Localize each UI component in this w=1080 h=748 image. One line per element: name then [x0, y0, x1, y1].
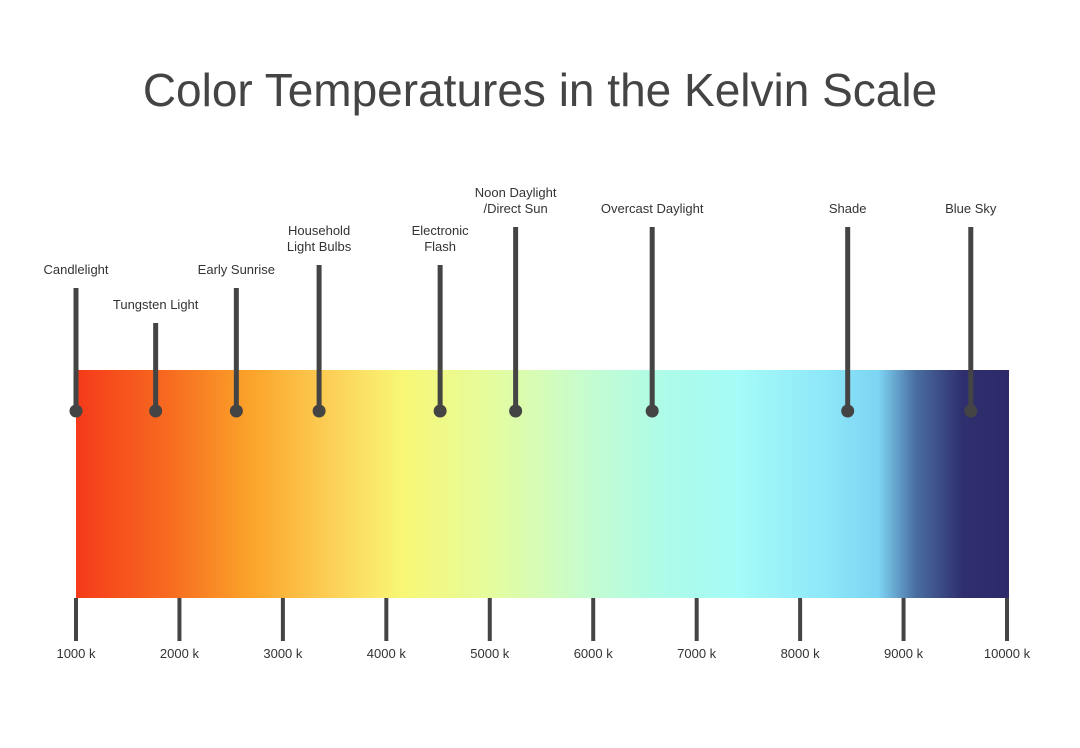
x-tick-label: 7000 k [677, 646, 717, 661]
marker-dot [149, 404, 163, 418]
marker-dot [509, 404, 523, 418]
marker-label: Light Bulbs [287, 239, 352, 254]
marker-dot [312, 404, 326, 418]
marker-label: Electronic [412, 223, 470, 238]
marker-label: Flash [424, 239, 456, 254]
color-band [76, 370, 1009, 598]
marker-dot [69, 404, 83, 418]
x-tick-label: 8000 k [781, 646, 821, 661]
marker-label: Shade [829, 201, 867, 216]
x-tick-label: 9000 k [884, 646, 924, 661]
marker-label: Noon Daylight [475, 185, 557, 200]
marker-dot [229, 404, 243, 418]
marker-label: Blue Sky [945, 201, 997, 216]
chart-title: Color Temperatures in the Kelvin Scale [143, 64, 937, 116]
marker-label: Household [288, 223, 350, 238]
x-tick-label: 1000 k [56, 646, 96, 661]
marker-label: Early Sunrise [198, 262, 275, 277]
marker-label: Overcast Daylight [601, 201, 704, 216]
x-tick-label: 10000 k [984, 646, 1031, 661]
marker-label: /Direct Sun [483, 201, 547, 216]
marker-dot [964, 404, 978, 418]
x-tick-label: 6000 k [574, 646, 614, 661]
marker-label: Candlelight [43, 262, 108, 277]
marker-dot [433, 404, 447, 418]
x-tick-label: 5000 k [470, 646, 510, 661]
x-tick-label: 2000 k [160, 646, 200, 661]
marker-label: Tungsten Light [113, 297, 199, 312]
marker-dot [645, 404, 659, 418]
x-tick-label: 3000 k [263, 646, 303, 661]
marker-dot [841, 404, 855, 418]
x-tick-label: 4000 k [367, 646, 407, 661]
